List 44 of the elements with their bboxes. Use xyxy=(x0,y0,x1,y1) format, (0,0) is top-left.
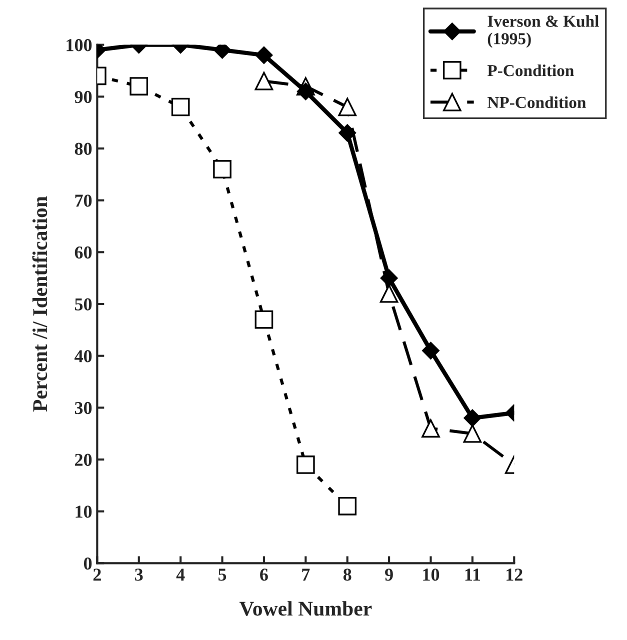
point xyxy=(254,72,274,90)
point xyxy=(422,419,440,438)
y-tick-label: 40 xyxy=(74,350,92,362)
point xyxy=(213,160,232,178)
y-tick-label: 10 xyxy=(76,506,92,518)
y-tick-label: 60 xyxy=(74,246,92,259)
x-tick-label: 6 xyxy=(260,568,268,581)
legend-label: NP-Condition xyxy=(487,96,586,108)
y-tick-label: 0 xyxy=(84,557,92,570)
x-tick-label: 3 xyxy=(135,568,143,581)
point xyxy=(338,497,357,516)
x-tick-label: 12 xyxy=(506,568,522,581)
point xyxy=(380,269,398,287)
point xyxy=(255,46,273,64)
point xyxy=(338,98,357,116)
point xyxy=(296,82,314,100)
y-tick-label: 100 xyxy=(66,39,92,52)
x-tick-label: 9 xyxy=(385,568,393,581)
x-tick-label: 7 xyxy=(302,568,310,581)
x-tick-label: 10 xyxy=(423,568,440,581)
y-tick-label: 80 xyxy=(74,142,92,155)
x-tick-label: 8 xyxy=(343,568,352,581)
y-tick-label: 50 xyxy=(74,298,92,310)
y-tick-label: 30 xyxy=(74,402,92,414)
y-tick-label: 70 xyxy=(75,194,92,207)
point xyxy=(130,77,148,96)
point xyxy=(296,456,315,474)
y-axis-title: Percent /i/ Identification xyxy=(32,196,48,412)
x-tick-label: 5 xyxy=(218,568,226,581)
point xyxy=(380,284,398,303)
x-tick-label: 2 xyxy=(93,568,101,581)
point xyxy=(464,409,482,427)
x-tick-label: 4 xyxy=(176,568,185,581)
legend-label: Iverson & Kuhl (1995) xyxy=(488,15,599,48)
y-tick-label: 20 xyxy=(75,454,92,466)
x-axis-title: Vowel Number xyxy=(239,601,372,616)
point xyxy=(171,98,190,116)
legend-label: P-Condition xyxy=(487,64,574,76)
y-tick-label: 90 xyxy=(74,90,92,104)
point xyxy=(338,124,356,142)
point xyxy=(463,424,482,443)
point xyxy=(254,310,274,329)
x-tick-label: 11 xyxy=(465,568,480,581)
point xyxy=(422,342,440,360)
